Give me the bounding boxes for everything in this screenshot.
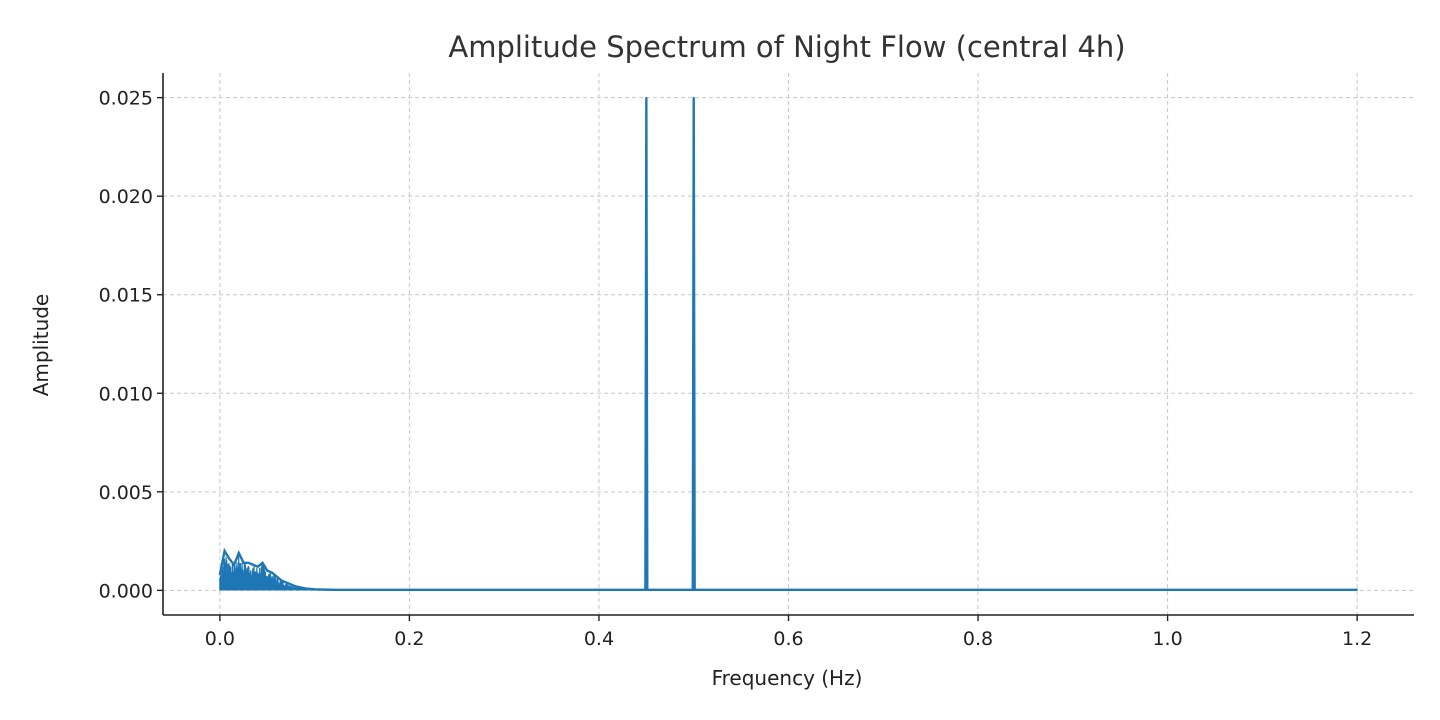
y-tick-label: 0.025	[99, 88, 153, 110]
spectrum-point	[247, 561, 250, 564]
spectrum-point	[644, 588, 647, 591]
spectrum-point	[294, 585, 297, 588]
chart-title: Amplitude Spectrum of Night Flow (centra…	[448, 30, 1125, 64]
spectrum-point	[223, 550, 226, 552]
spectrum-point	[693, 588, 696, 591]
spectrum-point	[238, 552, 240, 554]
spectrum-point	[691, 588, 694, 591]
spectrum-point	[242, 561, 245, 564]
x-axis-label: Frequency (Hz)	[712, 666, 863, 690]
y-axis-label: Amplitude	[29, 294, 53, 397]
y-tick-label: 0.020	[99, 186, 153, 208]
spectrum-point	[266, 569, 269, 572]
spectrum-point	[219, 573, 221, 576]
y-tick-label: 0.000	[99, 580, 153, 602]
spectrum-point	[271, 571, 273, 574]
y-ticks: 0.000 0.005 0.010 0.015 0.020 0.025	[99, 88, 163, 602]
x-tick-label: 1.0	[1152, 628, 1182, 650]
spectrum-point	[646, 588, 649, 591]
spectrum-point	[332, 588, 335, 591]
spectrum-point	[285, 581, 288, 584]
spectrum-point	[1166, 588, 1169, 591]
spectrum-point	[228, 558, 231, 560]
spectrum-point	[1356, 588, 1358, 591]
x-tick-label: 0.8	[963, 628, 993, 650]
spectrum-point	[408, 588, 411, 591]
x-tick-label: 0.4	[584, 628, 614, 650]
spectrum-point	[977, 588, 979, 591]
y-tick-label: 0.010	[99, 383, 153, 405]
x-tick-label: 1.2	[1342, 628, 1372, 650]
spectrum-point	[503, 588, 505, 591]
spectrum-point	[692, 96, 695, 99]
x-tick-label: 0.6	[773, 628, 803, 650]
spectrum-point	[290, 583, 292, 586]
x-tick-label: 0.0	[205, 628, 235, 650]
x-tick-label: 0.2	[394, 628, 424, 650]
x-ticks: 0.0 0.2 0.4 0.6 0.8 1.0 1.2	[205, 615, 1372, 650]
low-frequency-noise-band	[219, 553, 315, 591]
y-tick-label: 0.005	[99, 482, 153, 504]
grid-lines	[163, 73, 1414, 615]
plot-area	[218, 96, 1358, 591]
spectrum-point	[275, 575, 278, 578]
y-tick-label: 0.015	[99, 285, 153, 307]
spectrum-point	[256, 565, 259, 568]
axes	[162, 73, 1414, 616]
spectrum-point	[598, 588, 600, 591]
spectrum-point	[252, 563, 254, 566]
spectrum-point	[787, 588, 790, 591]
spectrum-point	[645, 96, 648, 99]
spectrum-point	[280, 579, 283, 582]
